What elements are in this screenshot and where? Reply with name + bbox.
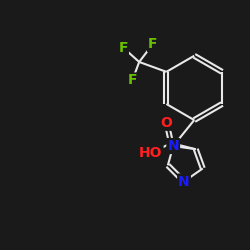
Text: N: N xyxy=(178,174,190,188)
Text: F: F xyxy=(148,37,158,51)
Text: F: F xyxy=(128,74,137,88)
Text: HO: HO xyxy=(139,146,162,160)
Text: N: N xyxy=(168,139,179,153)
Text: F: F xyxy=(118,40,128,54)
Text: O: O xyxy=(161,116,172,130)
